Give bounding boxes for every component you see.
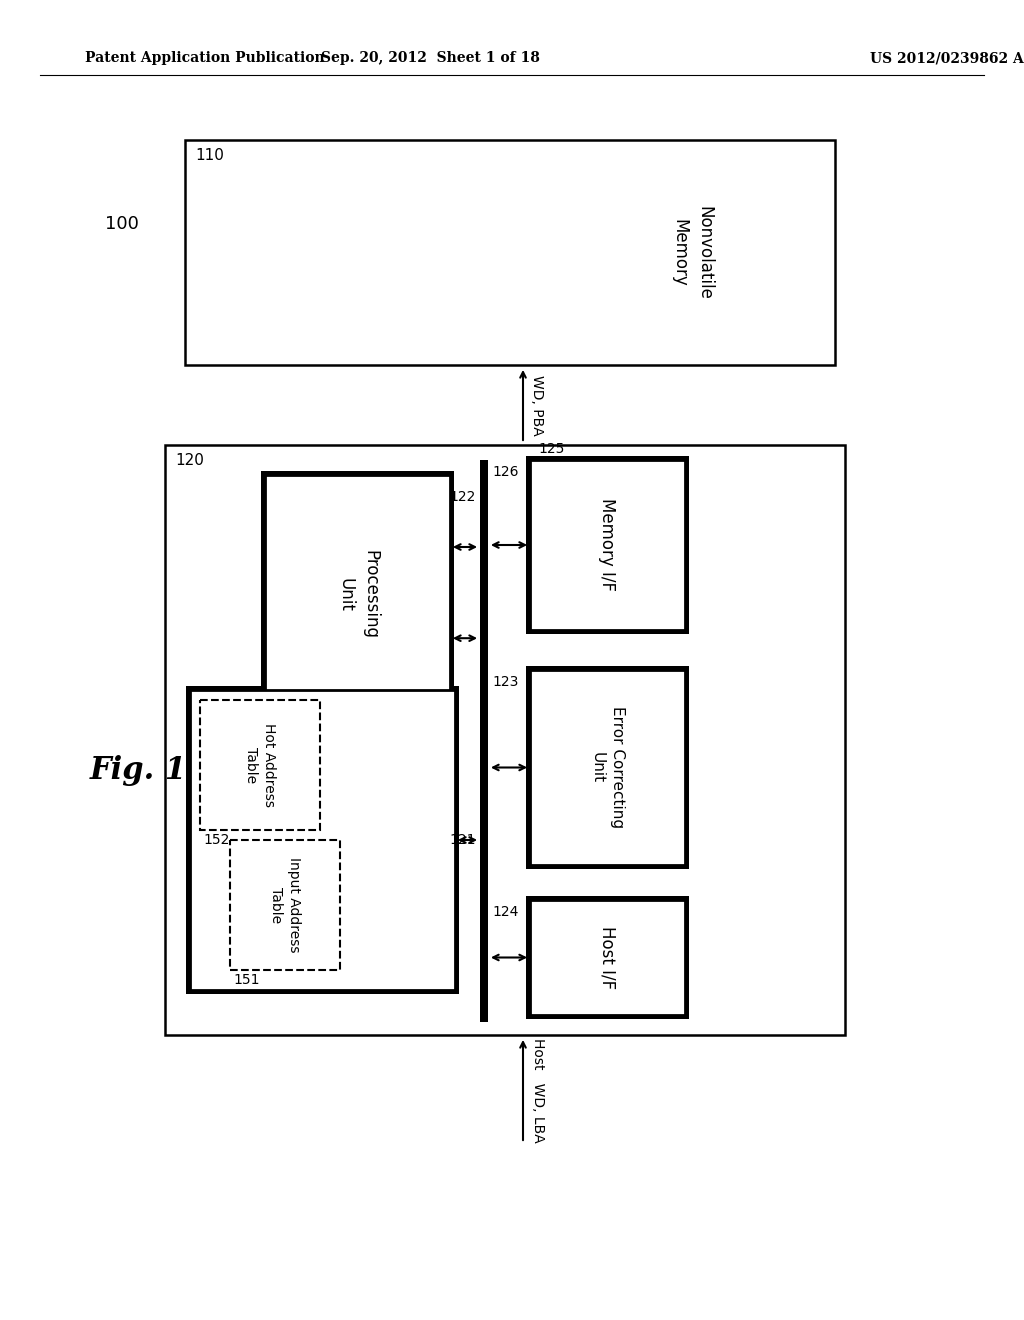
Text: Fig. 1: Fig. 1 <box>89 755 186 785</box>
Bar <box>261 471 454 719</box>
Bar <box>480 459 488 1022</box>
Text: 120: 120 <box>175 453 204 469</box>
Text: 121: 121 <box>450 833 476 847</box>
Text: Patent Application Publication: Patent Application Publication <box>85 51 325 65</box>
Bar <box>265 475 450 715</box>
Text: WD, PBA: WD, PBA <box>530 375 544 436</box>
Text: 122: 122 <box>450 490 476 504</box>
Text: Memory I/F: Memory I/F <box>598 499 616 591</box>
Bar <box>526 667 689 869</box>
Bar <box>530 900 685 1015</box>
Bar <box>230 840 340 970</box>
Bar <box>526 455 689 634</box>
Bar <box>526 896 689 1019</box>
Text: 152: 152 <box>203 833 229 847</box>
Text: Error Correcting
Unit: Error Correcting Unit <box>590 706 625 829</box>
Bar <box>190 690 455 990</box>
Text: Nonvolatile
Memory: Nonvolatile Memory <box>671 206 714 300</box>
Text: Sep. 20, 2012  Sheet 1 of 18: Sep. 20, 2012 Sheet 1 of 18 <box>321 51 540 65</box>
Text: Input Address
Table: Input Address Table <box>268 857 301 953</box>
Text: 125: 125 <box>538 442 564 455</box>
Text: 123: 123 <box>492 675 518 689</box>
Text: Host   WD, LBA: Host WD, LBA <box>531 1038 545 1142</box>
Text: Processing
Unit: Processing Unit <box>336 550 379 639</box>
Bar <box>530 671 685 865</box>
Text: 100: 100 <box>105 215 139 234</box>
Text: US 2012/0239862 A1: US 2012/0239862 A1 <box>870 51 1024 65</box>
Text: Host I/F: Host I/F <box>598 925 616 989</box>
Bar <box>185 140 835 366</box>
Bar <box>165 445 845 1035</box>
Text: 110: 110 <box>195 148 224 162</box>
Bar <box>530 459 685 630</box>
Text: 126: 126 <box>492 465 518 479</box>
Bar <box>186 686 459 994</box>
Text: Hot Address
Table: Hot Address Table <box>244 723 276 807</box>
Bar <box>200 700 319 830</box>
Text: 151: 151 <box>233 973 259 987</box>
Text: 124: 124 <box>492 906 518 919</box>
